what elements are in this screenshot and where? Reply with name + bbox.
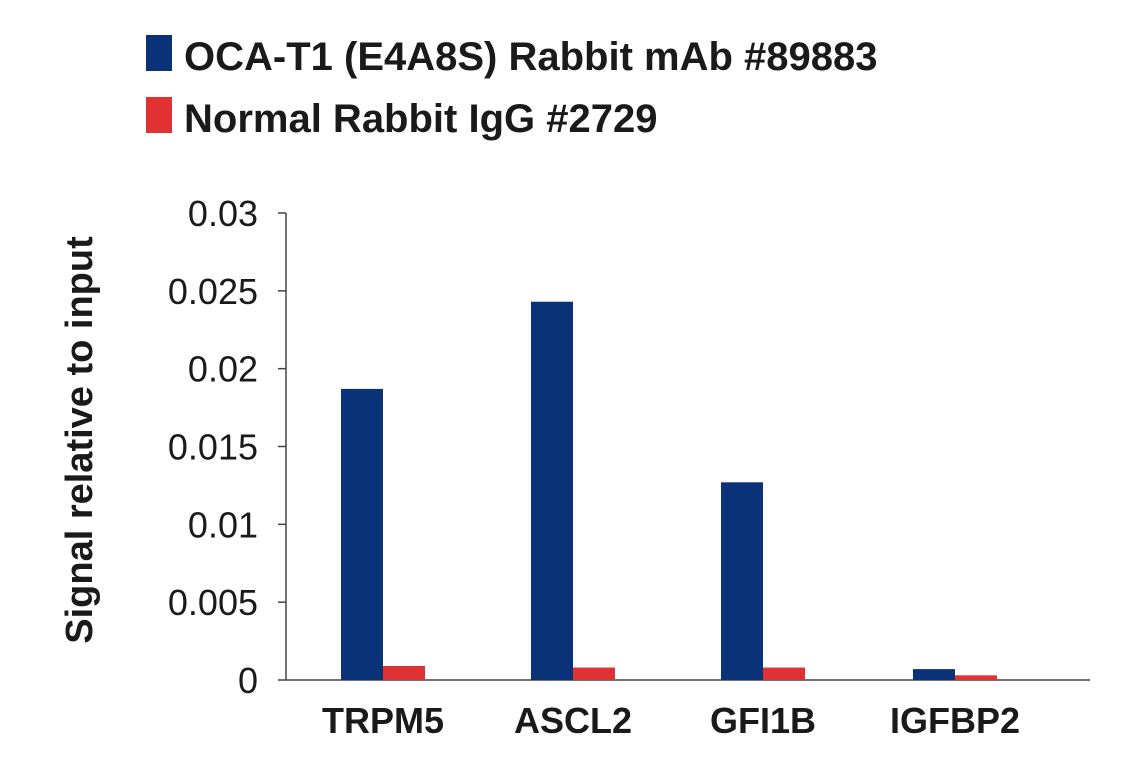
y-tick-label: 0 [238,660,258,701]
bar-igfbp2-series-2 [955,675,997,680]
y-tick-label: 0.03 [188,193,258,234]
x-axis-labels: TRPM5 ASCL2 GFI1B IGFBP2 [322,700,1020,741]
y-tick-label: 0.005 [168,582,258,623]
x-category-label: ASCL2 [514,700,632,741]
bar-trpm5-series-1 [341,388,383,680]
y-tick-label: 0.025 [168,271,258,312]
legend-swatch-series-2 [146,97,172,133]
y-tick-label: 0.01 [188,504,258,545]
y-tick-label: 0.015 [168,427,258,468]
y-tick-label: 0.02 [188,349,258,390]
bar-trpm5-series-2 [383,665,425,680]
y-axis-ticks: 0 0.005 0.01 0.015 0.02 0.025 0.03 [168,193,286,701]
bar-ascl2-series-1 [531,301,573,680]
bar-ascl2-series-2 [573,667,615,680]
bar-igfbp2-series-1 [913,669,955,680]
legend-swatch-series-1 [146,35,172,71]
legend: OCA-T1 (E4A8S) Rabbit mAb #89883 Normal … [146,35,878,141]
bars-group [341,301,997,680]
legend-label-series-1: OCA-T1 (E4A8S) Rabbit mAb #89883 [184,35,878,79]
bar-gfi1b-series-2 [763,667,805,680]
bar-gfi1b-series-1 [721,482,763,680]
x-category-label: TRPM5 [322,700,444,741]
y-axis-title: Signal relative to input [59,236,101,644]
x-category-label: IGFBP2 [890,700,1020,741]
legend-label-series-2: Normal Rabbit IgG #2729 [184,97,657,141]
x-category-label: GFI1B [710,700,816,741]
